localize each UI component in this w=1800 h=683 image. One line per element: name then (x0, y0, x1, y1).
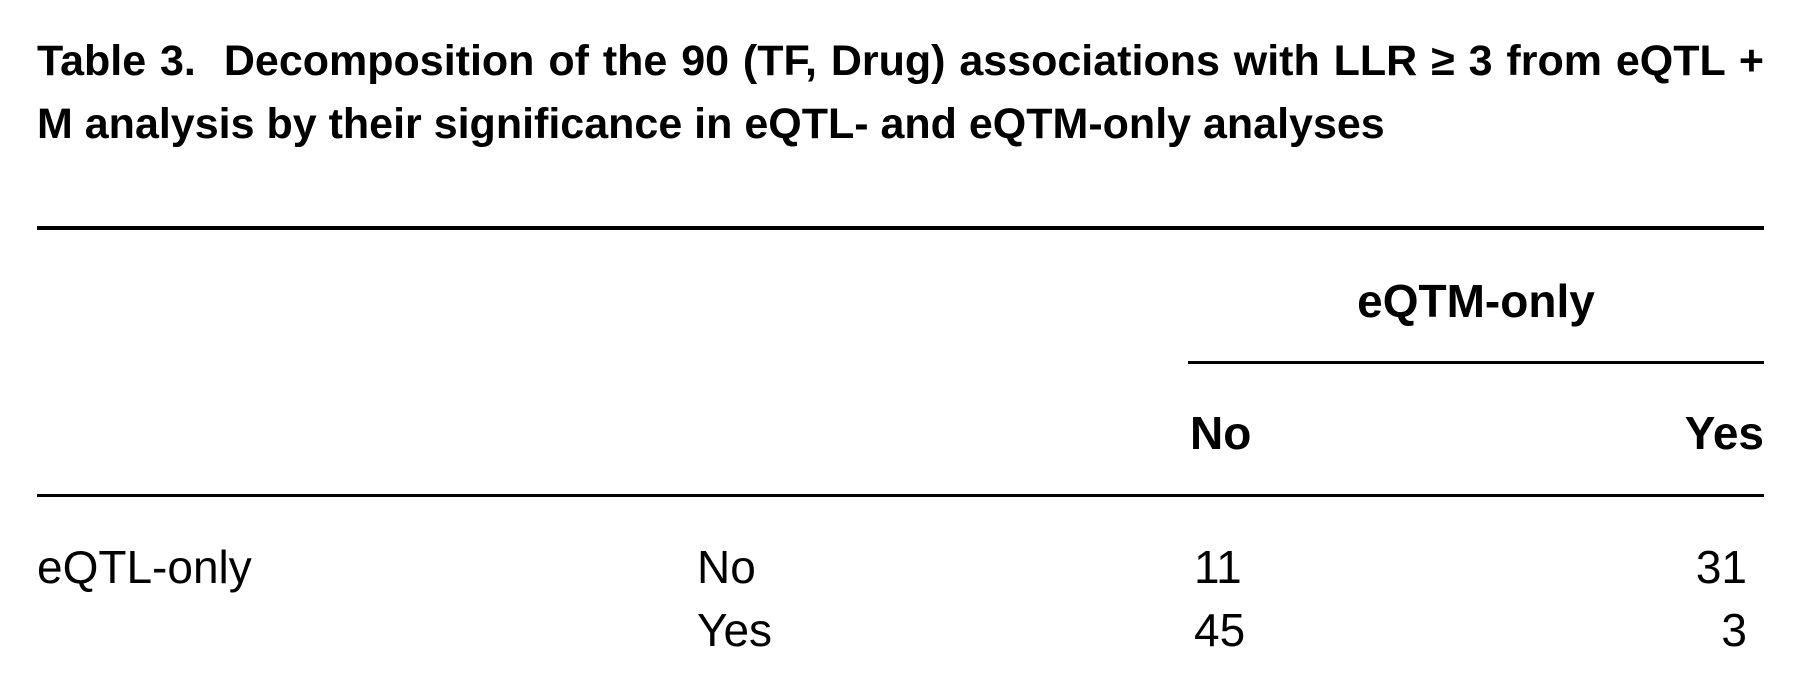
row-label: Yes (697, 604, 773, 656)
cell: 45 (1194, 604, 1246, 656)
cell: 31 (1695, 541, 1747, 593)
cell: 11 (1194, 541, 1242, 593)
caption: Table 3. Decomposition of the 90 (TF, Dru… (37, 30, 1764, 156)
column-group-header: eQTM-only (1357, 275, 1595, 327)
column-header: No (1190, 407, 1252, 459)
column-header: Yes (1684, 407, 1764, 459)
top-rule (37, 226, 1764, 230)
group-rule (1188, 361, 1764, 364)
row-group-label: eQTL-only (37, 541, 252, 593)
row-label: No (697, 541, 756, 593)
header-rule (37, 494, 1764, 497)
cell: 3 (1721, 604, 1747, 656)
caption-label: Table 3. (37, 37, 196, 85)
caption-text: Decomposition of the 90 (TF, Drug) assoc… (37, 37, 1764, 148)
